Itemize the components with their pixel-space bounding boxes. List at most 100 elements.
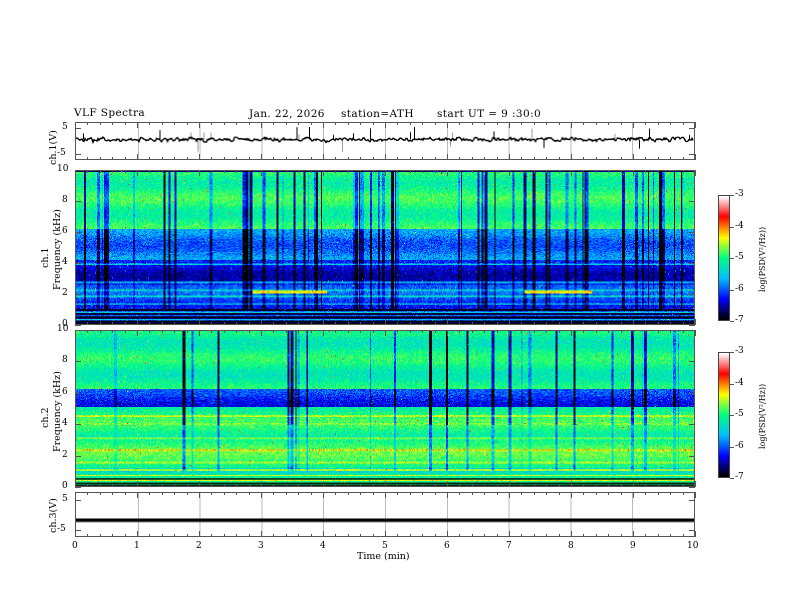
x-minor-tick: [285, 330, 287, 333]
x-minor-tick: [211, 492, 213, 495]
x-minor-tick: [484, 322, 486, 325]
x-minor-tick: [670, 157, 672, 160]
x-minor-tick: [186, 484, 188, 487]
x-minor-tick: [608, 484, 610, 487]
x-minor-tick: [372, 157, 374, 160]
x-minor-tick: [397, 170, 399, 173]
x-minor-tick: [484, 484, 486, 487]
colorbar-ch2-wrap: -3 -4 -5 -6 -7 log(PSD(V²/Hz)): [718, 346, 767, 482]
x-tick: [447, 481, 448, 487]
x-tick: [385, 154, 386, 160]
x-tick: [323, 330, 324, 336]
x-minor-tick: [99, 122, 101, 125]
x-tick: [385, 170, 386, 176]
x-minor-tick: [347, 170, 349, 173]
x-minor-tick: [273, 492, 275, 495]
x-tick: [695, 481, 696, 487]
x-tick: [509, 154, 510, 160]
x-tick: [509, 481, 510, 487]
y-tick: [75, 263, 81, 264]
x-minor-tick: [347, 534, 349, 537]
x-minor-tick: [87, 157, 89, 160]
x-minor-tick: [186, 122, 188, 125]
x-minor-tick: [87, 322, 89, 325]
ch1-spectrogram-canvas: [75, 170, 695, 325]
x-minor-tick: [459, 157, 461, 160]
start-ut-label: start UT = 9 :30:0: [437, 108, 542, 120]
x-minor-tick: [645, 484, 647, 487]
x-minor-tick: [285, 492, 287, 495]
x-tick: [199, 319, 200, 325]
colorbar-tick: [730, 478, 734, 479]
x-minor-tick: [484, 157, 486, 160]
x-minor-tick: [546, 484, 548, 487]
x-minor-tick: [670, 534, 672, 537]
x-minor-tick: [434, 170, 436, 173]
x-minor-tick: [558, 534, 560, 537]
x-minor-tick: [434, 157, 436, 160]
x-minor-tick: [347, 157, 349, 160]
x-tick: [509, 531, 510, 537]
x-minor-tick: [459, 170, 461, 173]
ch2-spectrogram-canvas: [75, 330, 695, 487]
x-tick: [633, 170, 634, 176]
y-tick: [689, 424, 695, 426]
x-minor-tick: [273, 484, 275, 487]
x-minor-tick: [310, 122, 312, 125]
x-minor-tick: [657, 492, 659, 495]
x-tick: [695, 170, 696, 176]
y-tick-label: 4: [62, 257, 68, 267]
x-minor-tick: [422, 484, 424, 487]
x-minor-tick: [298, 157, 300, 160]
x-tick-label: 2: [196, 541, 202, 551]
x-minor-tick: [422, 330, 424, 333]
x-minor-tick: [372, 484, 374, 487]
x-minor-tick: [595, 492, 597, 495]
x-minor-tick: [112, 492, 114, 495]
colorbar-tick-label: -5: [735, 252, 744, 262]
x-minor-tick: [335, 170, 337, 173]
x-minor-tick: [546, 322, 548, 325]
x-minor-tick: [87, 170, 89, 173]
x-tick: [633, 492, 634, 498]
x-minor-tick: [459, 330, 461, 333]
x-minor-tick: [335, 322, 337, 325]
x-minor-tick: [347, 330, 349, 333]
x-minor-tick: [409, 534, 411, 537]
colorbar-tick: [730, 195, 734, 196]
x-minor-tick: [595, 170, 597, 173]
x-tick-label: 0: [72, 541, 78, 551]
x-minor-tick: [99, 170, 101, 173]
x-minor-tick: [583, 484, 585, 487]
x-minor-tick: [335, 122, 337, 125]
x-minor-tick: [124, 484, 126, 487]
x-tick: [385, 531, 386, 537]
x-minor-tick: [471, 330, 473, 333]
x-minor-tick: [211, 330, 213, 333]
x-tick: [447, 319, 448, 325]
x-minor-tick: [298, 484, 300, 487]
x-minor-tick: [360, 122, 362, 125]
x-minor-tick: [372, 322, 374, 325]
x-tick: [323, 319, 324, 325]
x-tick: [695, 531, 696, 537]
x-minor-tick: [608, 157, 610, 160]
x-tick: [199, 481, 200, 487]
colorbar-tick-label: -7: [735, 472, 744, 482]
x-minor-tick: [670, 122, 672, 125]
x-tick: [323, 170, 324, 176]
x-minor-tick: [546, 122, 548, 125]
x-minor-tick: [372, 492, 374, 495]
y-tick: [689, 153, 695, 155]
x-minor-tick: [223, 170, 225, 173]
x-tick-label: 3: [258, 541, 264, 551]
x-minor-tick: [422, 322, 424, 325]
y-tick-label: 8: [62, 355, 68, 366]
x-minor-tick: [397, 330, 399, 333]
x-minor-tick: [273, 330, 275, 333]
colorbar-tick-label: -6: [735, 283, 744, 294]
y-tick-label: 0: [62, 319, 68, 329]
x-minor-tick: [273, 170, 275, 173]
x-minor-tick: [595, 122, 597, 125]
x-minor-tick: [657, 170, 659, 173]
